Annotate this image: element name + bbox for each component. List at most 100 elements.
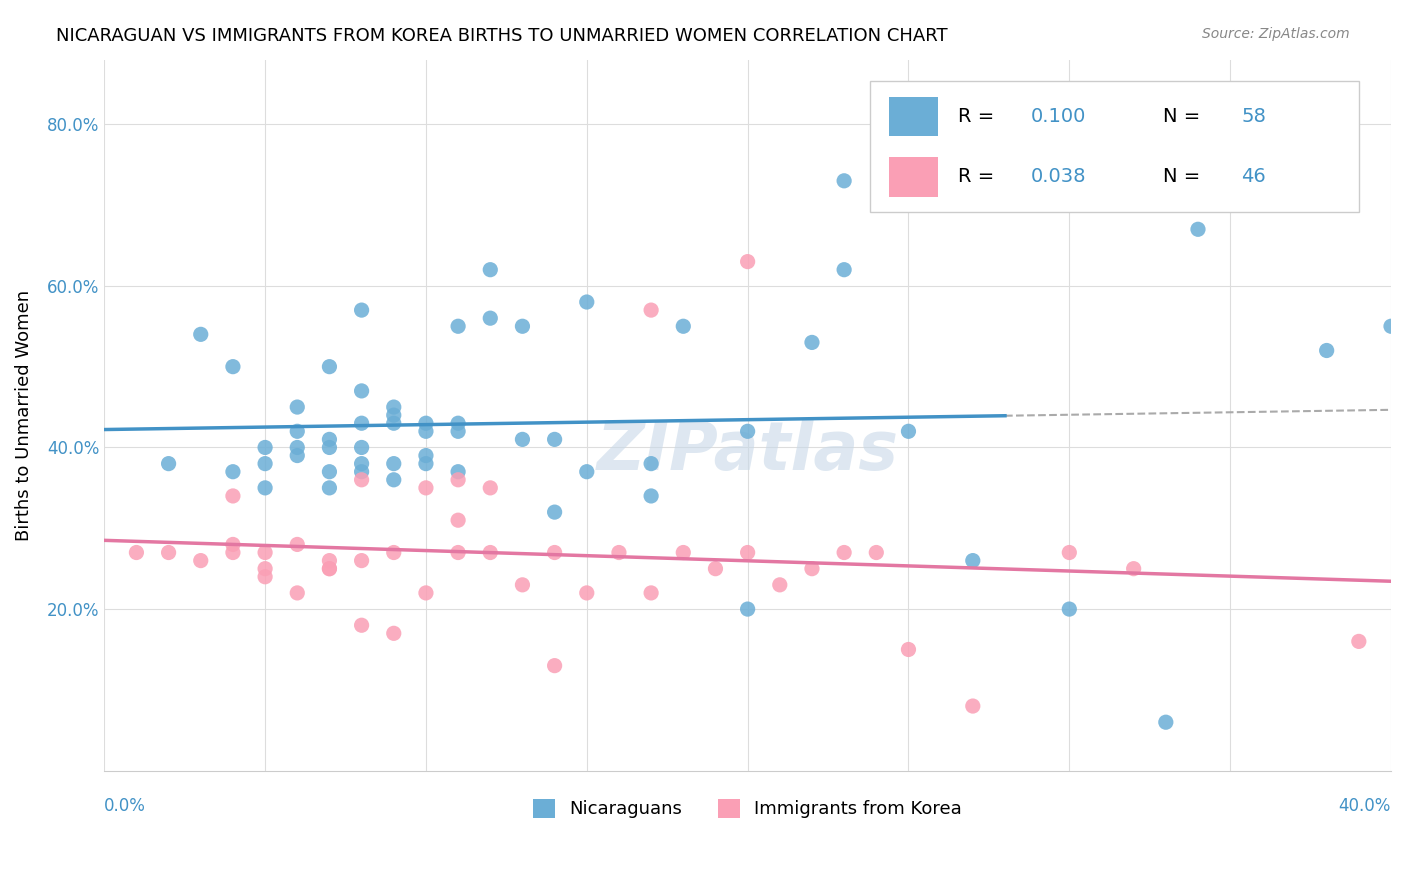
Point	[222, 489, 245, 503]
Point	[704, 562, 727, 576]
Point	[640, 303, 662, 318]
Point	[254, 545, 277, 559]
Point	[222, 545, 245, 559]
Point	[222, 537, 245, 551]
Point	[800, 335, 823, 350]
Point	[254, 562, 277, 576]
Point	[737, 254, 759, 268]
Point	[962, 699, 984, 714]
Point	[800, 562, 823, 576]
Point	[285, 425, 308, 439]
Point	[447, 425, 470, 439]
Text: 40.0%: 40.0%	[1339, 797, 1391, 815]
Point	[1122, 562, 1144, 576]
Point	[318, 553, 340, 567]
Point	[415, 481, 437, 495]
Point	[865, 545, 887, 559]
Point	[350, 553, 373, 567]
Point	[640, 586, 662, 600]
Point	[447, 319, 470, 334]
Point	[607, 545, 630, 559]
Point	[543, 545, 565, 559]
Point	[382, 473, 405, 487]
Point	[897, 425, 920, 439]
Point	[415, 416, 437, 430]
Point	[125, 545, 148, 559]
Point	[640, 457, 662, 471]
Point	[318, 481, 340, 495]
Point	[575, 295, 598, 310]
Point	[350, 473, 373, 487]
Point	[350, 416, 373, 430]
Point	[447, 545, 470, 559]
Point	[382, 545, 405, 559]
Point	[1187, 222, 1209, 236]
Point	[415, 449, 437, 463]
Point	[382, 626, 405, 640]
Point	[285, 449, 308, 463]
Point	[832, 545, 855, 559]
Legend: Nicaraguans, Immigrants from Korea: Nicaraguans, Immigrants from Korea	[526, 792, 969, 826]
Point	[318, 465, 340, 479]
Point	[672, 545, 695, 559]
Point	[737, 545, 759, 559]
Text: NICARAGUAN VS IMMIGRANTS FROM KOREA BIRTHS TO UNMARRIED WOMEN CORRELATION CHART: NICARAGUAN VS IMMIGRANTS FROM KOREA BIRT…	[56, 27, 948, 45]
Point	[415, 586, 437, 600]
Point	[543, 505, 565, 519]
Point	[318, 359, 340, 374]
Y-axis label: Births to Unmarried Women: Births to Unmarried Women	[15, 290, 32, 541]
Point	[222, 359, 245, 374]
Point	[190, 553, 212, 567]
Point	[769, 578, 792, 592]
Point	[479, 262, 502, 277]
Point	[479, 545, 502, 559]
Point	[254, 457, 277, 471]
Point	[350, 384, 373, 398]
Point	[447, 513, 470, 527]
Point	[832, 174, 855, 188]
Point	[382, 457, 405, 471]
Point	[447, 465, 470, 479]
Point	[157, 457, 180, 471]
Point	[285, 537, 308, 551]
Point	[415, 425, 437, 439]
Point	[543, 433, 565, 447]
Point	[157, 545, 180, 559]
Point	[1059, 545, 1081, 559]
Point	[1316, 343, 1339, 358]
Point	[382, 416, 405, 430]
Point	[382, 400, 405, 414]
Point	[447, 416, 470, 430]
Point	[254, 481, 277, 495]
Point	[575, 586, 598, 600]
Point	[479, 311, 502, 326]
Point	[897, 642, 920, 657]
Point	[318, 441, 340, 455]
Point	[350, 618, 373, 632]
Point	[447, 473, 470, 487]
Point	[640, 489, 662, 503]
Point	[543, 658, 565, 673]
Point	[318, 433, 340, 447]
Point	[350, 303, 373, 318]
Point	[1347, 634, 1369, 648]
Point	[350, 465, 373, 479]
Point	[1154, 715, 1177, 730]
Point	[1059, 602, 1081, 616]
Point	[350, 441, 373, 455]
Point	[512, 578, 534, 592]
Point	[222, 465, 245, 479]
Point	[479, 481, 502, 495]
Point	[737, 602, 759, 616]
Point	[415, 457, 437, 471]
Point	[672, 319, 695, 334]
Point	[254, 570, 277, 584]
Point	[190, 327, 212, 342]
Point	[382, 408, 405, 422]
Point	[350, 457, 373, 471]
Text: 0.0%: 0.0%	[104, 797, 146, 815]
Text: Source: ZipAtlas.com: Source: ZipAtlas.com	[1202, 27, 1350, 41]
Point	[318, 562, 340, 576]
Point	[285, 400, 308, 414]
Point	[285, 586, 308, 600]
